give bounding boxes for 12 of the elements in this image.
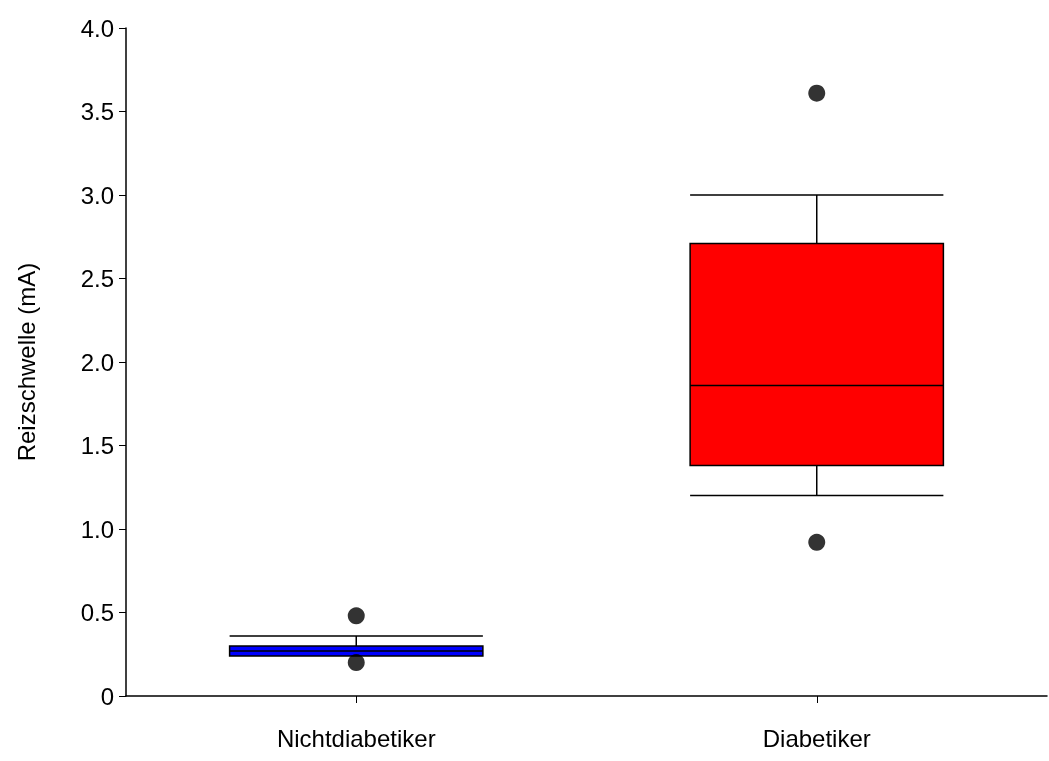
y-tick-label: 1.0 <box>80 515 114 543</box>
x-tick-label: Diabetiker <box>762 724 871 752</box>
y-tick-label: 0 <box>100 682 114 710</box>
y-tick-label: 4.0 <box>80 14 114 42</box>
y-tick-label: 2.0 <box>80 348 114 376</box>
y-tick-label: 2.5 <box>80 265 114 292</box>
x-tick-label: Nichtdiabetiker <box>276 724 436 752</box>
y-tick-label: 1.5 <box>80 432 114 459</box>
y-tick-label: 3.0 <box>80 181 114 209</box>
y-tick-label: 3.5 <box>80 98 114 125</box>
y-axis-title: Reizschwelle (mA) <box>12 262 40 462</box>
y-tick-label: 0.5 <box>80 599 114 626</box>
